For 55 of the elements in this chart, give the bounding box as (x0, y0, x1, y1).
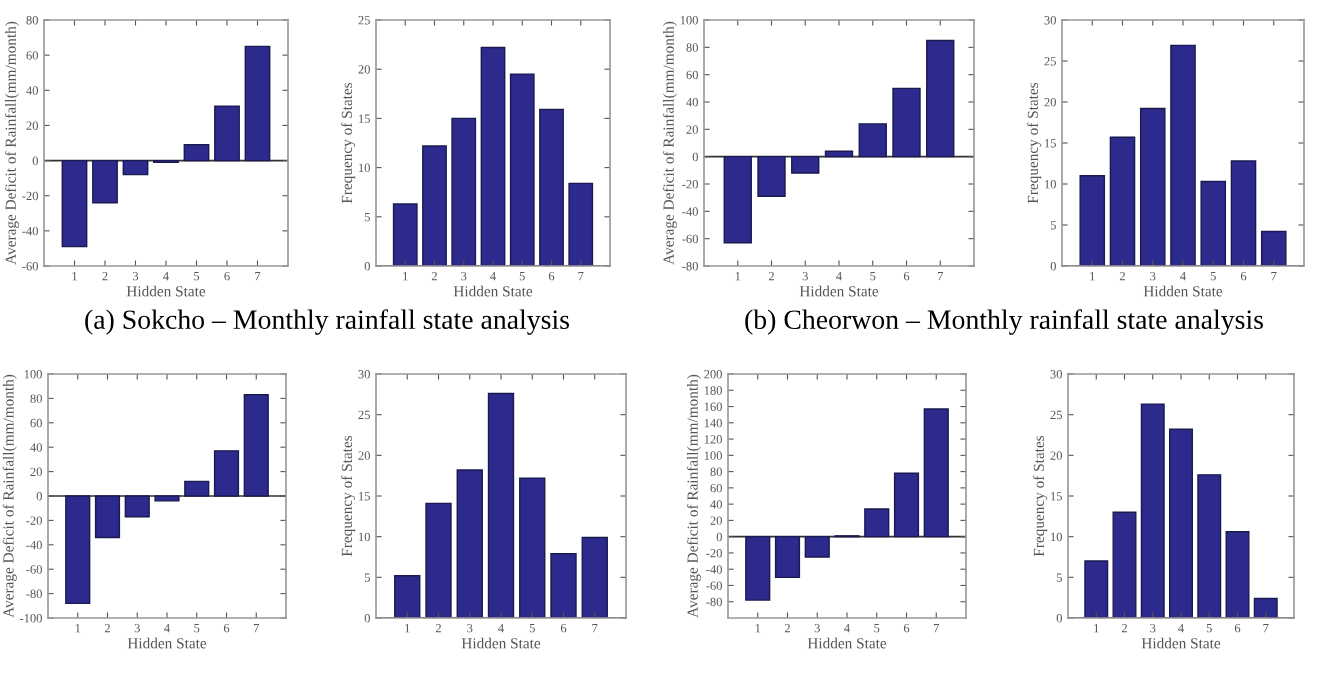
bar (1139, 107, 1166, 266)
bar (757, 155, 786, 197)
bar (122, 159, 149, 176)
bar (124, 495, 150, 518)
bar (539, 108, 564, 266)
bar (1079, 175, 1106, 266)
bar (745, 535, 771, 601)
bar (61, 159, 88, 248)
bar (893, 472, 920, 538)
bar (213, 450, 240, 497)
bar (1170, 44, 1196, 266)
bar (1084, 560, 1109, 618)
bar (94, 495, 121, 539)
bar (243, 394, 269, 497)
bar (1260, 230, 1287, 266)
bar (923, 408, 949, 538)
bar (214, 105, 240, 162)
bar (926, 39, 955, 158)
bar (858, 123, 887, 158)
bar (519, 477, 546, 618)
bar (550, 553, 577, 618)
bar (1253, 597, 1278, 618)
bar (244, 45, 271, 162)
bar (65, 495, 91, 605)
bar (892, 87, 921, 158)
bar (804, 535, 830, 558)
bar (568, 182, 594, 266)
bar (774, 535, 801, 579)
bar (392, 203, 418, 266)
bar (1225, 531, 1250, 618)
bar (1112, 511, 1137, 618)
bar (183, 144, 210, 162)
bar (581, 536, 608, 618)
bar (864, 508, 890, 538)
bar (456, 469, 483, 618)
bar (394, 575, 421, 618)
bar (1197, 474, 1222, 618)
bar (1109, 136, 1136, 266)
bar (92, 159, 118, 204)
bar (422, 145, 447, 266)
text: (a) Sokcho – Monthly rainfall state analysis (85, 309, 569, 335)
bar (1230, 160, 1257, 266)
bar (425, 502, 452, 618)
bar (184, 480, 210, 497)
bar (451, 117, 477, 266)
text: (b) Cheorwon – Monthly rainfall state analysis (745, 309, 1263, 335)
bar (154, 495, 180, 502)
bar (791, 155, 820, 174)
bar (1169, 428, 1193, 618)
bar (509, 73, 535, 266)
bar (1200, 180, 1227, 266)
bar (487, 392, 515, 618)
bar (480, 46, 506, 266)
bar (723, 155, 752, 244)
bar (1140, 403, 1165, 618)
